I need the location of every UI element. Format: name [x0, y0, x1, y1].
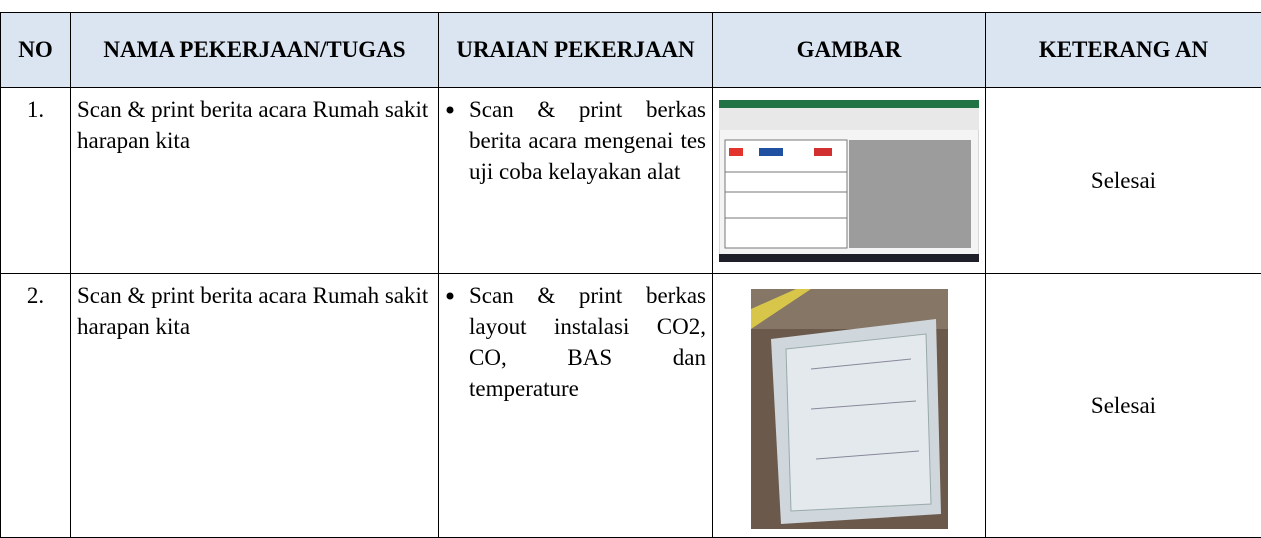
bullet [445, 291, 455, 301]
image-cell [713, 88, 986, 274]
no: 2. [1, 274, 71, 538]
image-cell [713, 274, 986, 538]
bullet [445, 105, 455, 115]
no: 1. [1, 88, 71, 274]
header-cell: KETERANG AN [986, 13, 1261, 88]
status: Selesai [986, 88, 1261, 274]
description: Scan & print berkas layout instalasi CO2… [439, 274, 713, 538]
description-text: Scan & print berkas berita acara mengena… [469, 97, 706, 184]
task: Scan & print berita acara Rumah sakit ha… [71, 88, 439, 274]
header-row: NO NAMA PEKERJAAN/TUGAS URAIAN PEKERJAAN… [1, 13, 1261, 88]
row: 1. Scan & print berita acara Rumah sakit… [1, 88, 1261, 274]
header-cell: NAMA PEKERJAAN/TUGAS [71, 13, 439, 88]
task: Scan & print berita acara Rumah sakit ha… [71, 274, 439, 538]
header-cell: URAIAN PEKERJAAN [439, 13, 713, 88]
description-text: Scan & print berkas layout instalasi CO2… [469, 283, 706, 401]
page: NO NAMA PEKERJAAN/TUGAS URAIAN PEKERJAAN… [0, 0, 1261, 525]
header-cell: NO [1, 13, 71, 88]
screenshot-image [719, 100, 979, 262]
row: 2. Scan & print berita acara Rumah sakit… [1, 274, 1261, 538]
status: Selesai [986, 274, 1261, 538]
photo-image [751, 289, 948, 529]
report-table: NO NAMA PEKERJAAN/TUGAS URAIAN PEKERJAAN… [0, 12, 1261, 538]
description: Scan & print berkas berita acara mengena… [439, 88, 713, 274]
header-cell: GAMBAR [713, 13, 986, 88]
